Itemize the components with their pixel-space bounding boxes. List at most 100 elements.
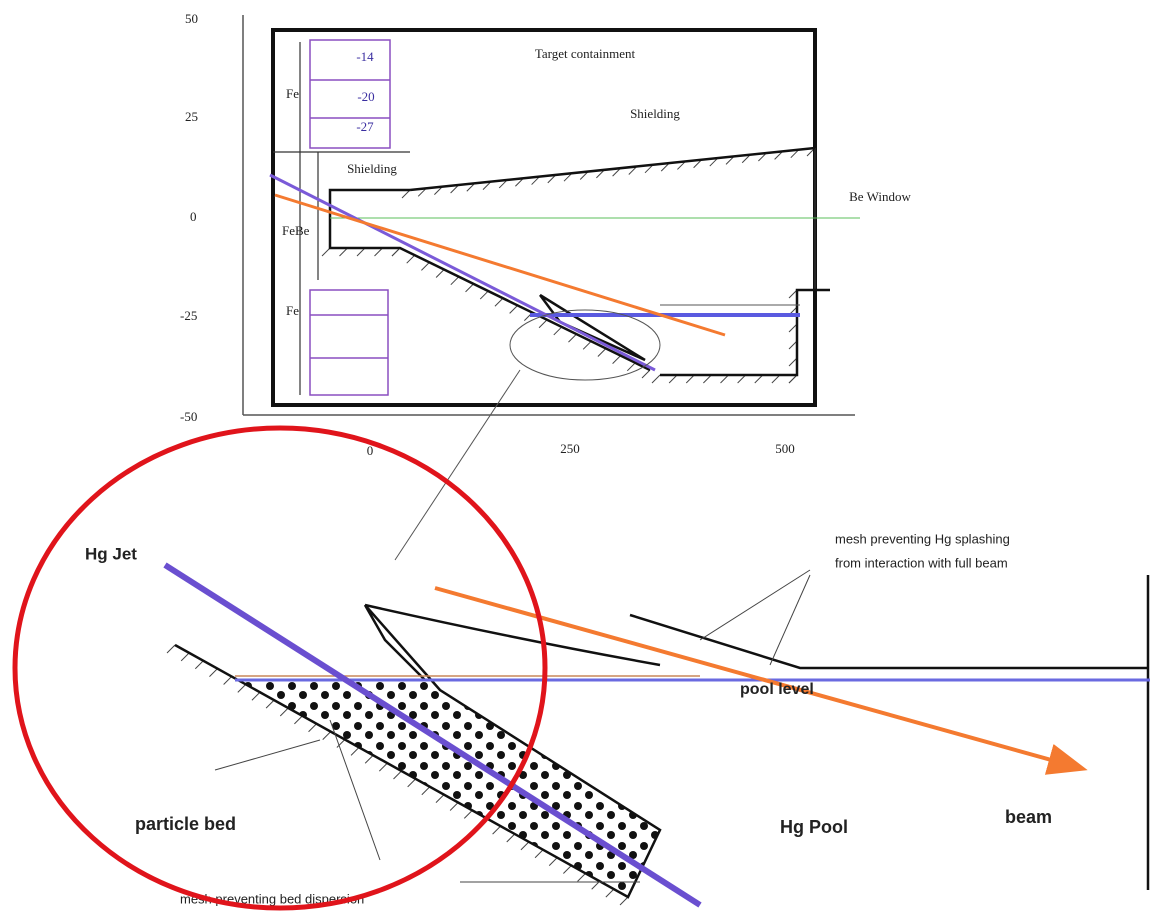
hatch-mark bbox=[401, 189, 411, 199]
hatch-mark bbox=[506, 833, 516, 843]
jet-line bbox=[269, 173, 656, 372]
hatch-mark bbox=[703, 374, 712, 384]
hg-jet bbox=[163, 562, 702, 908]
hatch-mark bbox=[356, 247, 366, 257]
region-labels: Fe FeBe Fe Target containment Shielding … bbox=[282, 46, 911, 318]
hatch-mark bbox=[294, 715, 303, 725]
hatch-mark bbox=[538, 319, 548, 329]
hatch-mark bbox=[166, 644, 176, 654]
hatch-mark bbox=[407, 778, 417, 788]
label: pool level bbox=[740, 681, 814, 698]
hatch-mark bbox=[209, 668, 218, 677]
hatch-mark bbox=[553, 326, 563, 336]
label: particle bed bbox=[135, 814, 236, 834]
hatch-mark bbox=[754, 374, 764, 384]
hatch-mark bbox=[194, 660, 204, 670]
region-label: Fe bbox=[286, 303, 299, 318]
region-label: Shielding bbox=[347, 161, 397, 176]
label: Hg Pool bbox=[780, 817, 848, 837]
hatch-mark bbox=[421, 786, 431, 796]
x-tick-label: 0 bbox=[367, 443, 374, 458]
hatch-mark bbox=[788, 289, 798, 299]
hatch-mark bbox=[651, 374, 661, 384]
hatch-mark bbox=[251, 691, 261, 701]
hatch-mark bbox=[520, 841, 530, 851]
hatch-mark bbox=[641, 369, 651, 379]
hatch-mark bbox=[720, 374, 729, 384]
region-label: Fe bbox=[286, 86, 299, 101]
hatch-mark bbox=[591, 880, 601, 890]
label: beam bbox=[1005, 807, 1052, 827]
hatch-mark bbox=[393, 770, 402, 780]
hatch-mark bbox=[685, 374, 695, 384]
hatch-mark bbox=[771, 374, 781, 384]
box-labels: -14 -20 -27 bbox=[356, 49, 374, 134]
hatch-mark bbox=[788, 340, 798, 350]
hatch-mark bbox=[668, 374, 678, 384]
zoom-ellipse bbox=[509, 309, 661, 381]
hatch-mark bbox=[364, 754, 374, 764]
hatch-mark bbox=[391, 247, 401, 257]
y-tick-label: -25 bbox=[180, 308, 197, 323]
box-label: -27 bbox=[356, 119, 374, 134]
hatch-mark bbox=[223, 676, 232, 685]
hatch-mark bbox=[788, 323, 798, 333]
hatch-mark bbox=[406, 254, 416, 264]
hatch-mark bbox=[577, 873, 586, 882]
leader-lines bbox=[214, 569, 811, 883]
label: Hg Jet bbox=[85, 544, 137, 563]
box-label: -14 bbox=[356, 49, 374, 64]
hatch-mark bbox=[350, 747, 360, 756]
hatch-mark bbox=[308, 723, 317, 733]
hatch-mark bbox=[463, 810, 473, 819]
hatch-mark bbox=[568, 333, 577, 343]
beam-line bbox=[274, 193, 726, 337]
y-tick-label: -50 bbox=[180, 409, 197, 424]
region-label: Be Window bbox=[849, 189, 911, 204]
beam bbox=[434, 586, 1088, 775]
hatch-mark bbox=[788, 374, 798, 384]
hatch-mark bbox=[737, 374, 746, 384]
hatch-mark bbox=[435, 269, 445, 278]
hatch-mark bbox=[582, 340, 592, 350]
structure bbox=[273, 42, 816, 395]
hatch-mark bbox=[378, 762, 388, 772]
hatch-mark bbox=[509, 305, 519, 314]
hatch-mark bbox=[279, 707, 289, 717]
hatch-mark bbox=[626, 362, 636, 372]
y-tick-label: 50 bbox=[185, 11, 198, 26]
hatch-mark bbox=[605, 888, 615, 898]
hatch-mark bbox=[339, 247, 348, 257]
region-label: Target containment bbox=[535, 46, 636, 61]
x-tick-labels: 0 250 500 bbox=[367, 441, 795, 458]
purple-boxes bbox=[309, 39, 391, 396]
hatch-mark bbox=[435, 794, 445, 803]
detail-outline bbox=[174, 575, 1150, 899]
highlight-circle bbox=[12, 425, 548, 911]
nozzle bbox=[328, 146, 830, 377]
zoom-line bbox=[394, 369, 521, 561]
hatch-mark bbox=[237, 684, 247, 693]
hatch-mark bbox=[180, 652, 190, 662]
x-tick-label: 250 bbox=[560, 441, 580, 456]
hatch-mark bbox=[534, 849, 544, 859]
y-tick-labels: 50 25 0 -25 -50 bbox=[180, 11, 198, 424]
hatch-mark bbox=[465, 283, 474, 293]
axes bbox=[242, 15, 855, 416]
particle-bed bbox=[175, 645, 660, 897]
label: from interaction with full beam bbox=[835, 555, 1008, 570]
box-label: -20 bbox=[357, 89, 374, 104]
hatch-mark bbox=[619, 896, 629, 906]
hatch-mark bbox=[494, 297, 504, 307]
region-label: FeBe bbox=[282, 223, 310, 238]
hatch-mark bbox=[597, 348, 607, 357]
x-tick-label: 500 bbox=[775, 441, 795, 456]
hatch-mark bbox=[336, 739, 346, 748]
label: mesh preventing Hg splashing bbox=[835, 531, 1010, 546]
y-tick-label: 25 bbox=[185, 109, 198, 124]
hatch-mark bbox=[612, 355, 621, 365]
hatch-mark bbox=[321, 247, 331, 257]
hatch-mark bbox=[563, 865, 572, 874]
hatch-mark bbox=[421, 261, 430, 271]
